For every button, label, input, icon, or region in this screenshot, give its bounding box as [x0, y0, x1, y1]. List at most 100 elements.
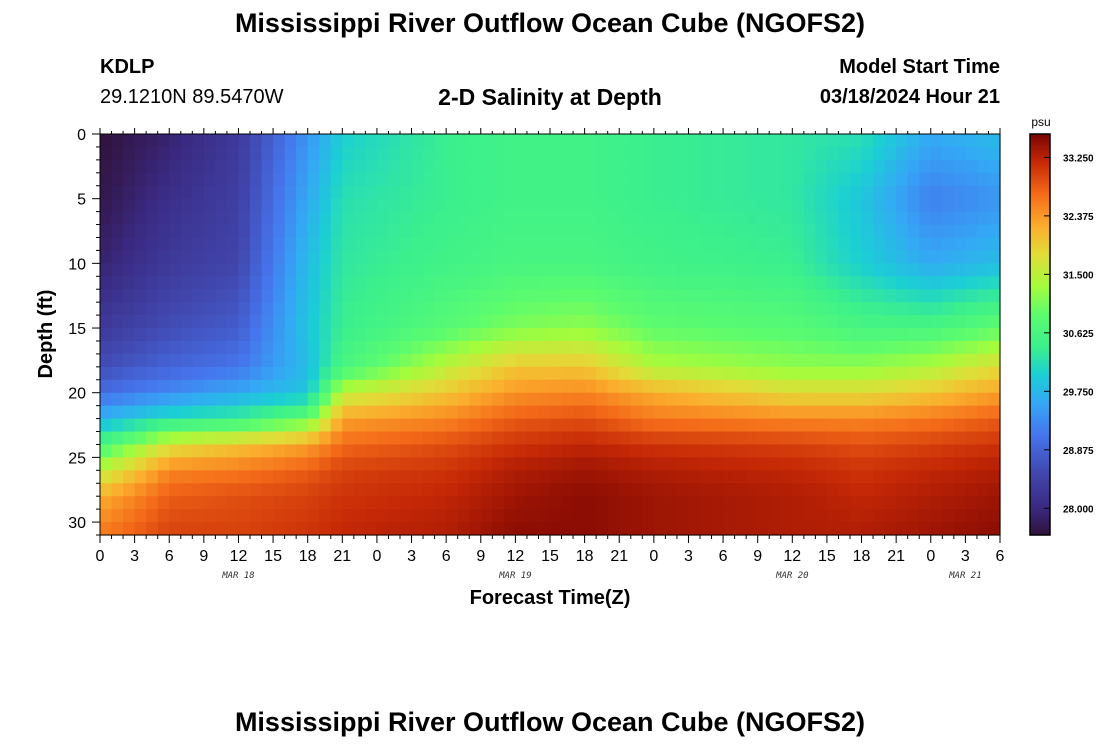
heatmap-cell: [665, 211, 678, 226]
heatmap-cell: [180, 302, 193, 316]
heatmap-cell: [723, 379, 736, 394]
heatmap-cell: [284, 483, 297, 497]
heatmap-cell: [850, 431, 863, 446]
heatmap-cell: [630, 211, 643, 226]
heatmap-cell: [411, 379, 424, 394]
heatmap-cell: [457, 444, 470, 458]
heatmap-cell: [342, 483, 355, 497]
heatmap-cell: [792, 302, 805, 316]
x-tick-label: 18: [299, 548, 317, 565]
heatmap-cell: [342, 431, 355, 446]
heatmap-cell: [342, 302, 355, 316]
heatmap-cell: [803, 198, 816, 213]
heatmap-cell: [711, 470, 724, 484]
heatmap-cell: [365, 457, 378, 471]
heatmap-cell: [538, 134, 551, 148]
heatmap-cell: [250, 522, 263, 536]
heatmap-cell: [688, 353, 701, 368]
heatmap-cell: [607, 405, 620, 420]
heatmap-cell: [653, 379, 666, 394]
heatmap-cell: [111, 392, 124, 407]
heatmap-cell: [250, 289, 263, 303]
heatmap-cell: [550, 224, 563, 239]
heatmap-cell: [250, 470, 263, 484]
heatmap-cell: [342, 159, 355, 174]
heatmap-cell: [157, 276, 170, 290]
heatmap-cell: [838, 289, 851, 303]
heatmap-cell: [953, 522, 966, 536]
heatmap-cell: [469, 263, 482, 277]
heatmap-cell: [803, 159, 816, 174]
heatmap-cell: [792, 353, 805, 368]
heatmap-cell: [434, 418, 447, 433]
heatmap-cell: [400, 444, 413, 458]
heatmap-cell: [942, 444, 955, 458]
heatmap-cell: [896, 146, 909, 161]
heatmap-cell: [850, 444, 863, 458]
heatmap-cell: [942, 366, 955, 381]
heatmap-cell: [861, 353, 874, 368]
heatmap-cell: [757, 263, 770, 277]
heatmap-cell: [757, 328, 770, 342]
heatmap-cell: [411, 418, 424, 433]
heatmap-cell: [146, 289, 159, 303]
heatmap-cell: [965, 328, 978, 342]
heatmap-cell: [250, 418, 263, 433]
heatmap-cell: [538, 224, 551, 239]
heatmap-cell: [123, 276, 136, 290]
heatmap-cell: [515, 185, 528, 200]
heatmap-cell: [296, 146, 309, 161]
heatmap-cell: [146, 172, 159, 187]
heatmap-cell: [480, 340, 493, 355]
heatmap-cell: [815, 457, 828, 471]
heatmap-cell: [100, 134, 113, 148]
heatmap-cell: [573, 457, 586, 471]
heatmap-cell: [157, 340, 170, 355]
heatmap-cell: [100, 522, 113, 536]
heatmap-cell: [526, 418, 540, 433]
heatmap-cell: [434, 444, 447, 458]
heatmap-cell: [307, 418, 320, 433]
heatmap-cell: [653, 315, 666, 329]
heatmap-cell: [192, 276, 205, 290]
heatmap-cell: [134, 418, 147, 433]
heatmap-cell: [411, 509, 424, 523]
heatmap-cell: [919, 444, 932, 458]
heatmap-cell: [757, 159, 770, 174]
heatmap-cell: [273, 211, 286, 226]
heatmap-cell: [492, 405, 505, 420]
heatmap-cell: [596, 224, 609, 239]
heatmap-cell: [561, 405, 574, 420]
heatmap-cell: [330, 496, 343, 510]
heatmap-cell: [965, 185, 978, 200]
heatmap-cell: [226, 250, 240, 264]
heatmap-cell: [480, 379, 493, 394]
heatmap-cell: [353, 496, 366, 510]
heatmap-cell: [319, 211, 332, 226]
heatmap-cell: [365, 392, 378, 407]
heatmap-cell: [561, 250, 574, 264]
heatmap-cell: [573, 211, 586, 226]
heatmap-cell: [400, 172, 413, 187]
heatmap-cell: [157, 134, 170, 148]
heatmap-cell: [665, 340, 678, 355]
heatmap-cell: [596, 457, 609, 471]
heatmap-cell: [123, 470, 136, 484]
heatmap-cell: [803, 418, 816, 433]
heatmap-cell: [700, 185, 713, 200]
heatmap-cell: [526, 185, 540, 200]
heatmap-cell: [803, 444, 816, 458]
heatmap-cell: [676, 134, 690, 148]
heatmap-cell: [480, 328, 493, 342]
heatmap-cell: [884, 470, 897, 484]
heatmap-cell: [319, 315, 332, 329]
heatmap-cell: [423, 431, 436, 446]
heatmap-cell: [792, 431, 805, 446]
heatmap-cell: [146, 185, 159, 200]
heatmap-cell: [665, 379, 678, 394]
heatmap-cell: [919, 146, 932, 161]
heatmap-cell: [619, 224, 632, 239]
heatmap-cell: [342, 237, 355, 252]
heatmap-cell: [446, 289, 459, 303]
heatmap-cell: [723, 211, 736, 226]
